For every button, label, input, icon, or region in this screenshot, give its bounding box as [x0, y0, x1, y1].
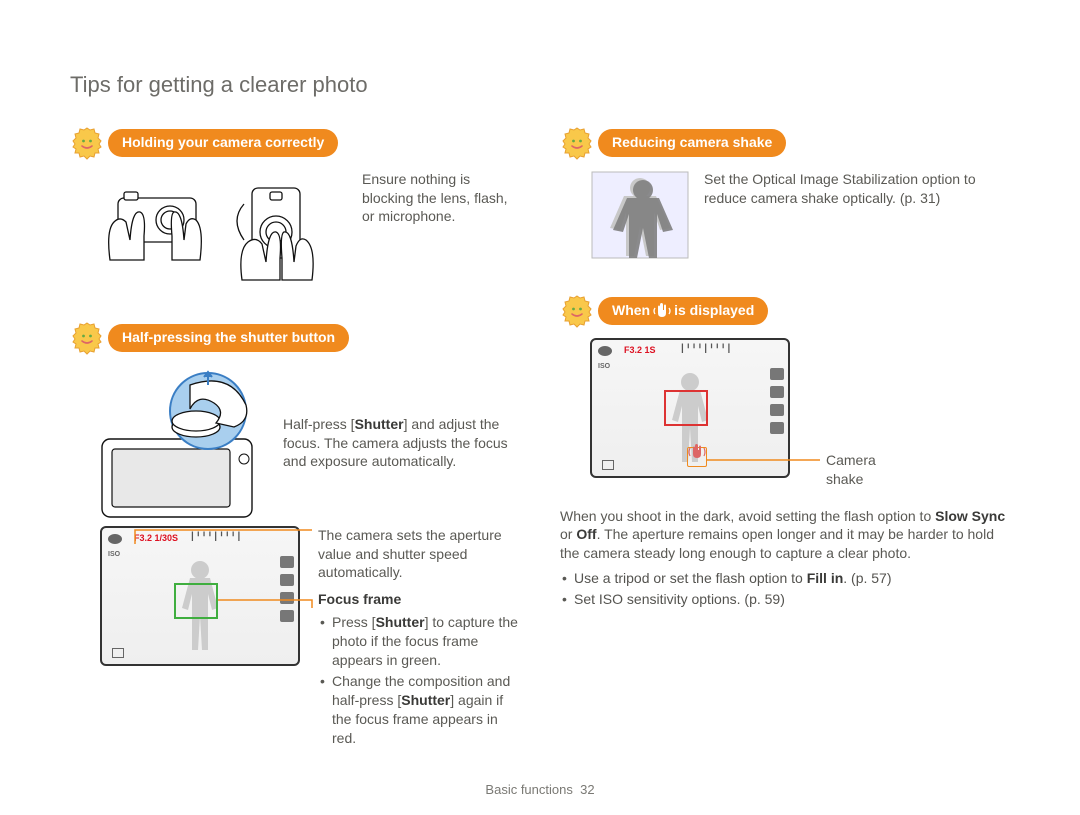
right-column: Reducing camera shake Set the Optical Im… [560, 126, 1010, 750]
lcd-aperture-text: F3.2 1/30S [134, 532, 178, 544]
aperture-text: The camera sets the aperture value and s… [318, 526, 520, 583]
smiley-badge-icon [70, 126, 104, 160]
shake-hand-icon [653, 303, 671, 319]
camera-shake-callout: Camera shake [826, 451, 876, 489]
half-press-illustration [100, 365, 265, 520]
section-pill-halfpress: Half-pressing the shutter button [108, 324, 349, 352]
lcd-screen-focus: ISO F3.2 1/30S ┃╹╹╹┃╹╹╹┃ [100, 526, 300, 666]
page-title: Tips for getting a clearer photo [70, 70, 1010, 100]
page-footer: Basic functions 32 [0, 781, 1080, 799]
focus-frame-green [174, 583, 218, 619]
halfpress-text: Half-press [Shutter] and adjust the focu… [283, 365, 520, 520]
smiley-badge-icon [70, 321, 104, 355]
blur-illustration [590, 170, 690, 260]
tip-bullet-tripod: Use a tripod or set the flash option to … [560, 569, 1010, 588]
section-pill-shake: Reducing camera shake [598, 129, 786, 157]
tip-bullet-iso: Set ISO sensitivity options. (p. 59) [560, 590, 1010, 609]
lcd-screen-shake: ISO F3.2 1S ┃╹╹╹┃╹╹╹┃ [590, 338, 790, 478]
focus-frame-red [664, 390, 708, 426]
dark-shooting-text: When you shoot in the dark, avoid settin… [560, 507, 1010, 564]
holding-text: Ensure nothing is blocking the lens, fla… [362, 170, 520, 285]
section-pill-holding: Holding your camera correctly [108, 129, 338, 157]
smiley-badge-icon [560, 294, 594, 328]
focus-bullet-2: Change the composition and half-press [S… [318, 672, 520, 748]
section-pill-when-displayed: When is displayed [598, 297, 768, 325]
ois-text: Set the Optical Image Stabilization opti… [704, 170, 1010, 260]
holding-camera-illustration [100, 170, 350, 285]
smiley-badge-icon [560, 126, 594, 160]
left-column: Holding your camera correctly [70, 126, 520, 750]
camera-shake-icon [688, 443, 706, 466]
lcd-aperture-text-2: F3.2 1S [624, 344, 656, 356]
focus-bullet-1: Press [Shutter] to capture the photo if … [318, 613, 520, 670]
focus-frame-heading: Focus frame [318, 590, 520, 609]
